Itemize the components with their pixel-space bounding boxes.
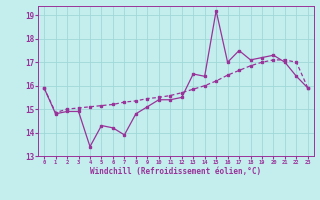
X-axis label: Windchill (Refroidissement éolien,°C): Windchill (Refroidissement éolien,°C): [91, 167, 261, 176]
